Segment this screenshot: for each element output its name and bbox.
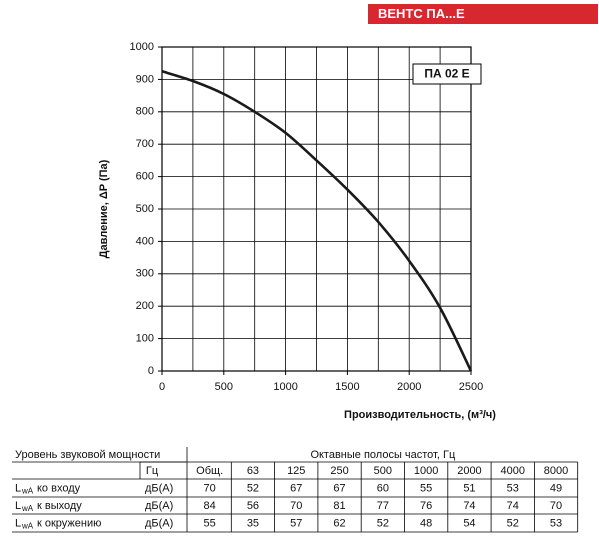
- annotation-box: [412, 63, 482, 85]
- column-header: 63: [247, 465, 259, 477]
- column-header: 8000: [544, 465, 568, 477]
- y-tick-label: 0: [148, 365, 154, 377]
- row-symbol: L: [15, 500, 21, 512]
- x-tick-label: 1000: [273, 381, 297, 393]
- cell: 56: [247, 500, 259, 512]
- y-tick-label: 400: [136, 235, 154, 247]
- column-header: Общ.: [196, 465, 223, 477]
- plot-border: [161, 46, 472, 372]
- cell: 57: [290, 517, 302, 529]
- unit-header: Гц: [146, 465, 159, 477]
- cell: 48: [420, 517, 432, 529]
- row-label: к выходу: [37, 500, 82, 512]
- y-tick-label: 200: [136, 300, 154, 312]
- x-tick-label: 2000: [397, 381, 421, 393]
- row-label: ко входу: [37, 482, 81, 494]
- y-tick-label: 1000: [130, 41, 154, 53]
- y-axis-label: Давление, ΔP (Па): [98, 159, 110, 258]
- y-tick-label: 100: [136, 333, 154, 345]
- cell: 51: [463, 482, 475, 494]
- cell: 60: [377, 482, 389, 494]
- cell: 55: [420, 482, 432, 494]
- cell: 53: [507, 482, 519, 494]
- x-tick-label: 500: [215, 381, 233, 393]
- y-tick-label: 300: [136, 268, 154, 280]
- y-tick-label: 600: [136, 171, 154, 183]
- x-tick-label: 1500: [335, 381, 359, 393]
- cell: 55: [204, 517, 216, 529]
- cell: 49: [550, 482, 562, 494]
- x-tick-label: 2500: [459, 381, 483, 393]
- cell: 74: [463, 500, 475, 512]
- row-unit: дБ(А): [145, 500, 173, 512]
- cell: 81: [333, 500, 345, 512]
- row-unit: дБ(А): [145, 517, 173, 529]
- y-tick-label: 800: [136, 106, 154, 118]
- brand-banner: [368, 4, 598, 24]
- column-header: 2000: [457, 465, 481, 477]
- cell: 67: [290, 482, 302, 494]
- column-header: 4000: [501, 465, 525, 477]
- table-title: Уровень звуковой мощности: [15, 449, 160, 461]
- cell: 70: [290, 500, 302, 512]
- row-subscript: wA: [21, 487, 34, 496]
- column-header: 1000: [414, 465, 438, 477]
- cell: 52: [377, 517, 389, 529]
- y-tick-label: 900: [136, 73, 154, 85]
- row-subscript: wA: [21, 504, 34, 513]
- x-axis-label: Производительность, (м³/ч): [344, 409, 496, 421]
- column-header: 250: [330, 465, 348, 477]
- brand: ВЕНТС ПА...Е: [378, 6, 465, 21]
- row-label: к окружению: [37, 517, 101, 529]
- column-header: 125: [287, 465, 305, 477]
- y-tick-label: 700: [136, 138, 154, 150]
- curve: [161, 70, 473, 372]
- cell: 54: [463, 517, 475, 529]
- row-symbol: L: [15, 517, 21, 529]
- cell: 62: [333, 517, 345, 529]
- cell: 70: [204, 482, 216, 494]
- cell: 35: [247, 517, 259, 529]
- row-subscript: wA: [21, 522, 34, 531]
- row-unit: дБ(А): [145, 482, 173, 494]
- annotation: ПА 02 Е: [424, 67, 469, 81]
- cell: 74: [507, 500, 519, 512]
- cell: 52: [247, 482, 259, 494]
- cell: 84: [204, 500, 216, 512]
- y-tick-label: 500: [136, 203, 154, 215]
- cell: 67: [333, 482, 345, 494]
- column-header: 500: [374, 465, 392, 477]
- cell: 76: [420, 500, 432, 512]
- x-tick-label: 0: [159, 381, 165, 393]
- cell: 70: [550, 500, 562, 512]
- table-group: Октавные полосы частот, Гц: [310, 449, 456, 461]
- cell: 52: [507, 517, 519, 529]
- cell: 53: [550, 517, 562, 529]
- cell: 77: [377, 500, 389, 512]
- row-symbol: L: [15, 482, 21, 494]
